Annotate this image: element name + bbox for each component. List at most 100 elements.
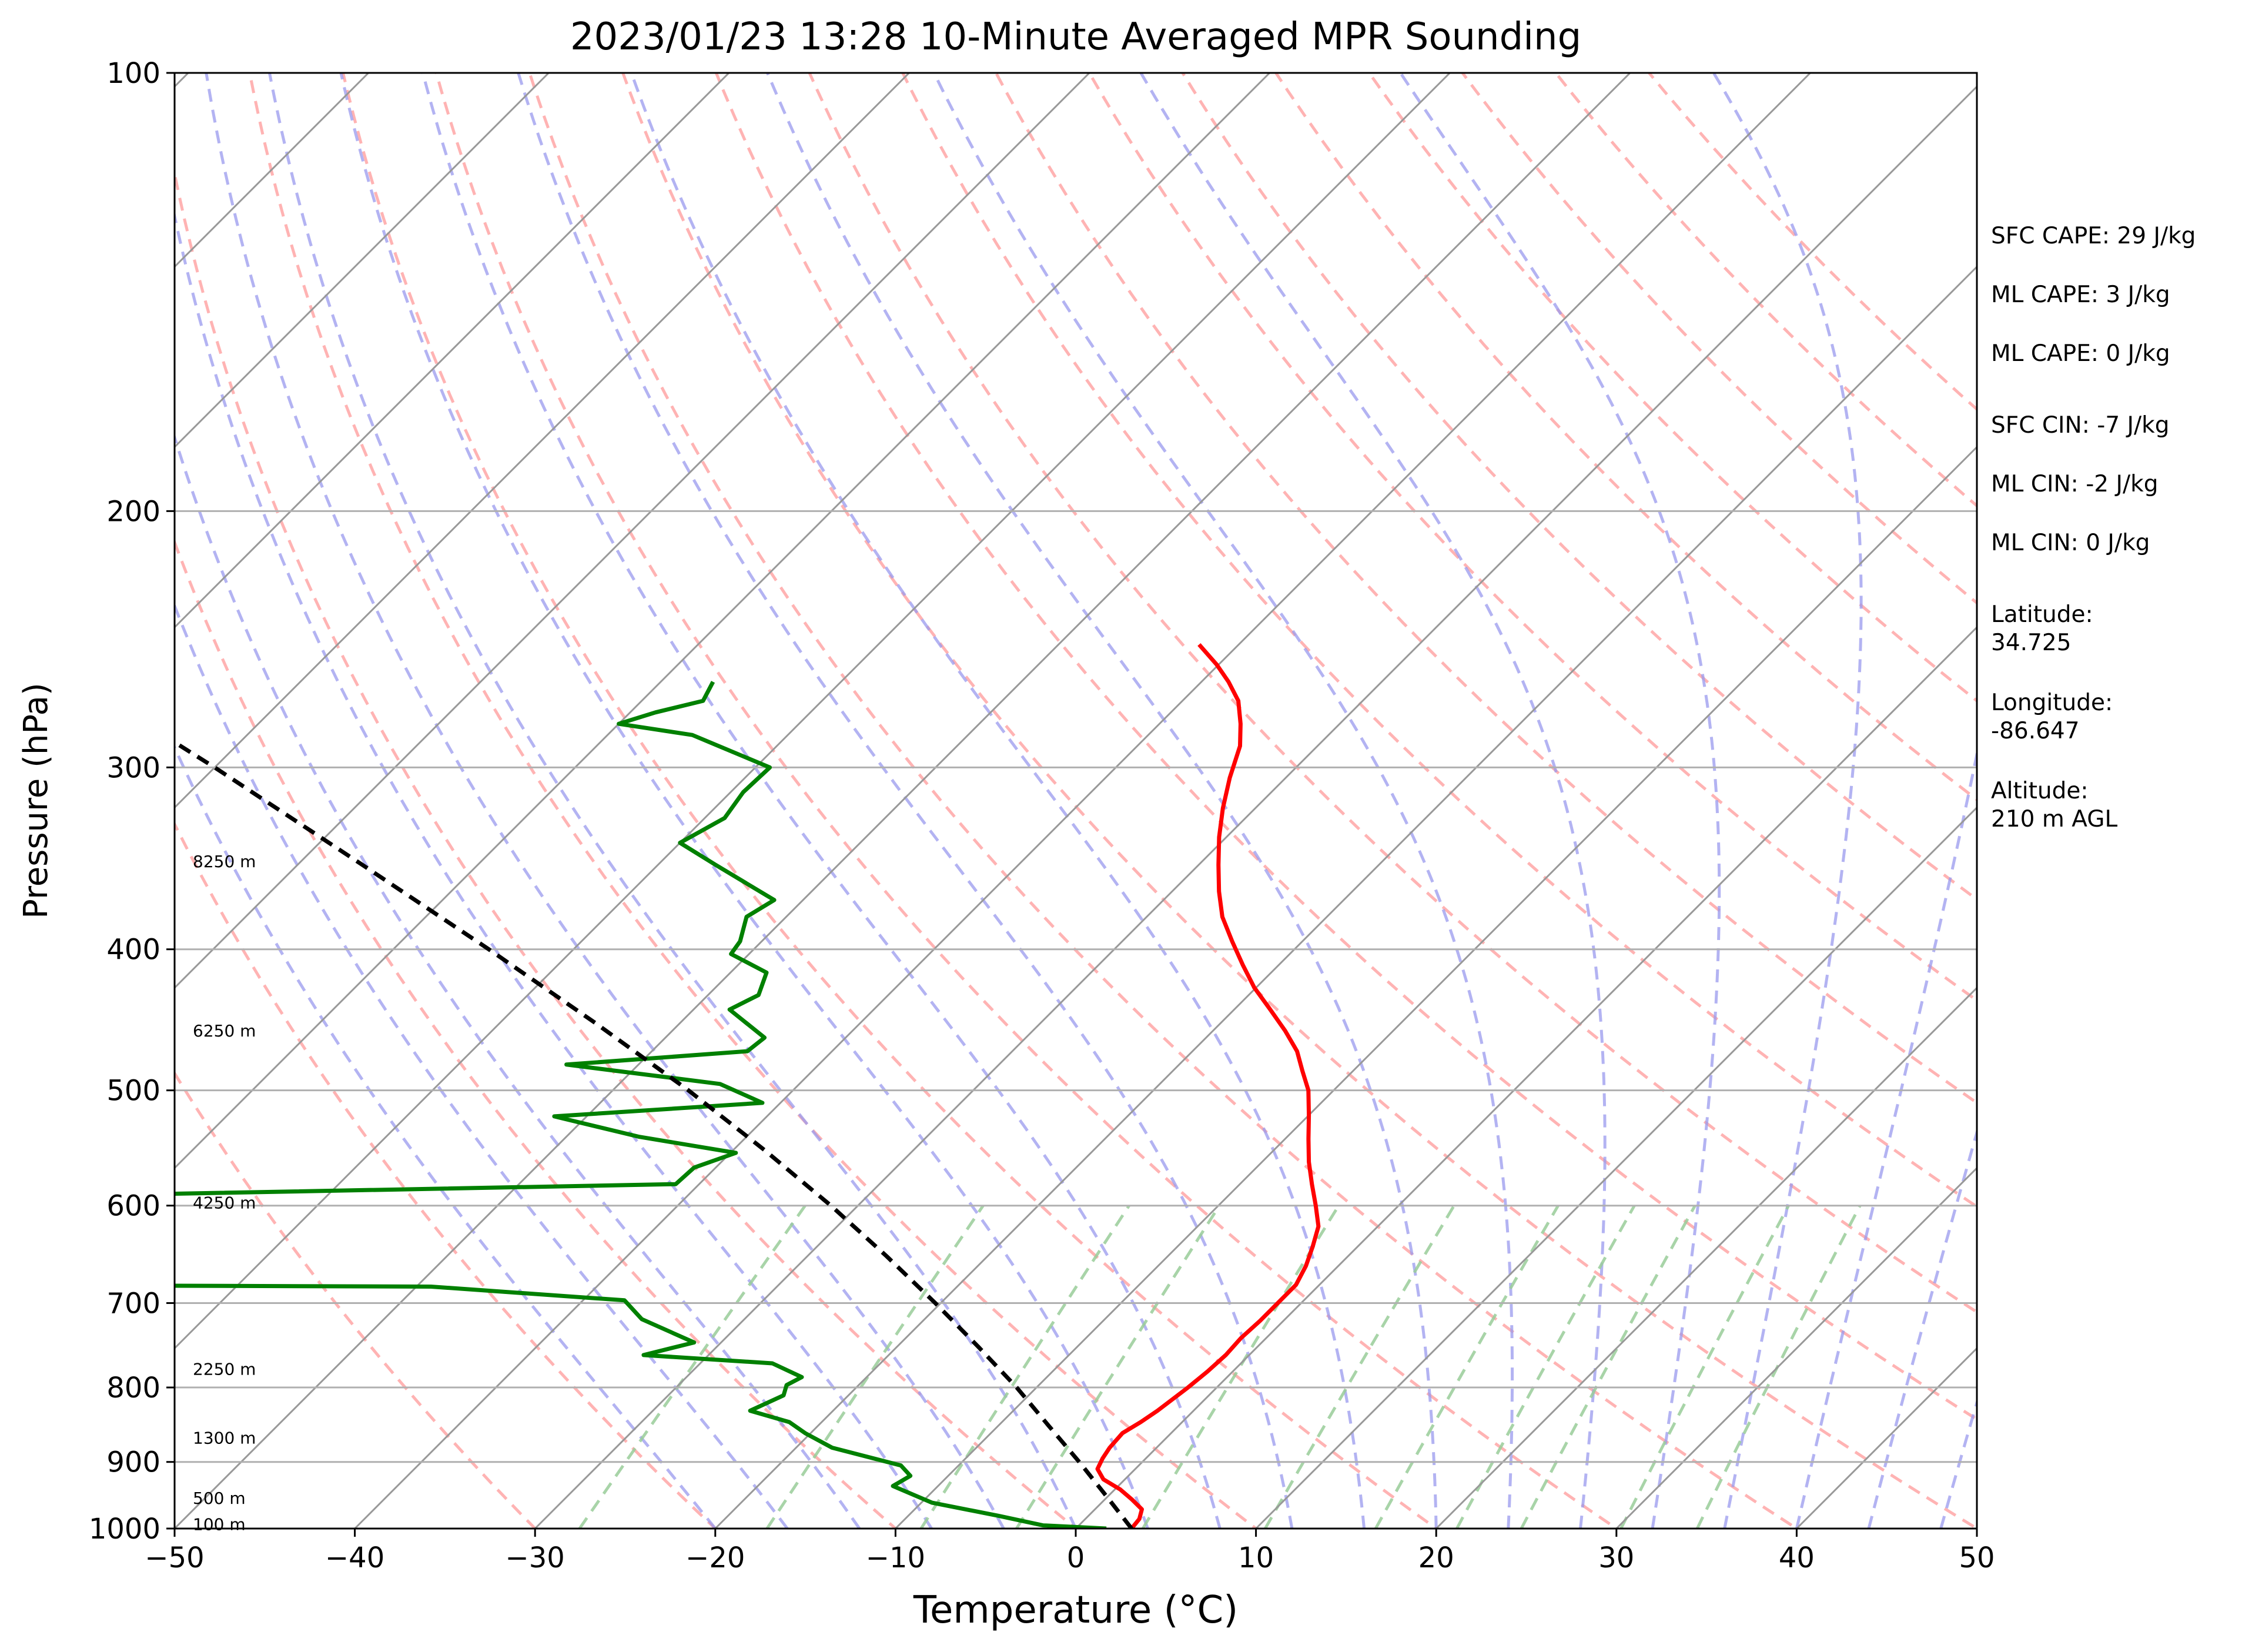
ml-cin-text: ML CIN: -2 J/kg (1991, 471, 2159, 497)
y-tick-label: 600 (106, 1190, 160, 1223)
dry-adiabat (1180, 73, 1977, 902)
x-tick-label: 20 (1418, 1541, 1454, 1574)
pressure-gridlines (175, 73, 1977, 1529)
x-tick-label: −50 (145, 1541, 204, 1574)
latitude-text: Latitude: 34.725 (1991, 601, 2093, 656)
dry-adiabat (1087, 73, 1977, 1002)
isotherm-line (175, 73, 1090, 989)
y-tick-label: 700 (106, 1287, 160, 1320)
sounding-traces (175, 643, 1321, 1529)
height-label: 6250 m (193, 1021, 256, 1041)
isotherm-line (175, 73, 1451, 1350)
height-labels: 8250 m 6250 m 4250 m 2250 m 1300 m 500 m 100 m (193, 852, 256, 1534)
isotherm-line (175, 73, 730, 629)
dry-adiabat (714, 73, 1977, 1422)
x-axis-label: Temperature (°C) (913, 1589, 1238, 1632)
moist-adiabat (1712, 73, 1863, 1529)
isotherm-line (1435, 986, 1977, 1529)
mixing-ratio-line (1015, 1205, 1221, 1529)
y-tick-label: 800 (106, 1372, 160, 1404)
moist-adiabat (205, 73, 1005, 1529)
moist-adiabat (268, 73, 1078, 1529)
isotherm-line (354, 73, 1811, 1529)
parcel-trace (175, 740, 1133, 1529)
x-tick-label: 40 (1779, 1541, 1815, 1574)
moist-adiabat (175, 744, 717, 1529)
dry-adiabat (901, 73, 1977, 1209)
isotherm-line (895, 446, 1977, 1529)
dewpoint-trace (175, 681, 1107, 1529)
dry-adiabat (1554, 73, 1977, 508)
moist-adiabat (630, 73, 1366, 1529)
isotherm-line (1615, 1166, 1977, 1529)
height-label: 8250 m (193, 852, 256, 871)
x-tick-label: −10 (866, 1541, 925, 1574)
mixing-ratio-line (578, 1205, 807, 1529)
x-tick-label: 30 (1598, 1541, 1634, 1574)
isotherm-line (175, 73, 369, 268)
temperature-trace (1095, 643, 1321, 1529)
x-tick-label: 50 (1959, 1541, 1995, 1574)
dry-adiabat (248, 73, 1259, 1529)
isotherm-line (175, 73, 1631, 1529)
dry-adiabat (1274, 73, 1977, 802)
ml-cin-text-2: ML CIN: 0 J/kg (1991, 530, 2150, 556)
isotherm-line (534, 85, 1977, 1529)
y-tick-label: 1000 (89, 1513, 160, 1546)
isotherm-line (714, 265, 1977, 1529)
isotherm-line (1255, 806, 1977, 1529)
dry-adiabat (175, 538, 898, 1529)
dry-adiabat (175, 1070, 537, 1529)
mixing-ratio-line (1455, 1205, 1636, 1529)
x-axis-ticks: −50 −40 −30 −20 −10 0 10 20 30 40 50 (145, 1529, 1995, 1574)
x-tick-label: 0 (1067, 1541, 1085, 1574)
isotherm-line (175, 73, 1270, 1169)
mixing-ratio-line (765, 1205, 985, 1529)
dry-adiabat (175, 166, 1079, 1529)
height-label: 4250 m (193, 1193, 256, 1212)
dry-adiabat (994, 73, 1977, 1105)
dry-adiabat (808, 73, 1977, 1314)
moist-adiabat (1399, 73, 1721, 1529)
plot-frame (173, 72, 1978, 1530)
chart-title: 2023/01/23 13:28 10-Minute Averaged MPR … (570, 15, 1581, 59)
height-label: 1300 m (193, 1428, 256, 1447)
isotherm-line (0, 73, 8, 1529)
x-tick-label: 10 (1238, 1541, 1274, 1574)
y-axis-ticks: 100 200 300 400 500 600 700 800 900 1000 (89, 57, 175, 1546)
dry-adiabat (341, 73, 1439, 1529)
moist-adiabat (339, 73, 1149, 1529)
dry-adiabat (175, 821, 718, 1529)
y-tick-label: 100 (106, 57, 160, 90)
moist-adiabat (766, 73, 1438, 1529)
dry-adiabat (434, 73, 1619, 1529)
height-label: 100 m (193, 1514, 246, 1534)
moist-adiabat (175, 432, 861, 1529)
altitude-text: Altitude: 210 m AGL (1991, 778, 2118, 832)
isotherm-line (175, 73, 910, 809)
ml-cape-text-2: ML CAPE: 0 J/kg (1991, 340, 2170, 367)
height-label: 500 m (193, 1489, 246, 1508)
mixing-ratio-line (919, 1205, 1130, 1529)
y-tick-label: 300 (106, 751, 160, 784)
y-tick-label: 900 (106, 1446, 160, 1479)
x-tick-label: −20 (685, 1541, 745, 1574)
mixing-ratio-line (1619, 1205, 1790, 1529)
moist-adiabat (1795, 747, 1977, 1529)
x-tick-label: −30 (506, 1541, 565, 1574)
sfc-cape-text: SFC CAPE: 29 J/kg (1991, 223, 2196, 249)
moist-adiabat (421, 73, 1222, 1529)
dry-adiabat (1367, 73, 1977, 703)
y-tick-label: 200 (106, 495, 160, 528)
isotherm-line (1075, 626, 1977, 1529)
dry-adiabat (1647, 73, 1977, 412)
dry-adiabat (621, 73, 1977, 1529)
height-label: 2250 m (193, 1360, 256, 1379)
sfc-cin-text: SFC CIN: -7 J/kg (1991, 412, 2170, 439)
moist-adiabat (517, 73, 1294, 1529)
x-tick-label: −40 (325, 1541, 384, 1574)
mixing-ratio-line (1520, 1205, 1696, 1529)
y-tick-label: 500 (106, 1075, 160, 1108)
moist-adiabat (175, 209, 933, 1529)
